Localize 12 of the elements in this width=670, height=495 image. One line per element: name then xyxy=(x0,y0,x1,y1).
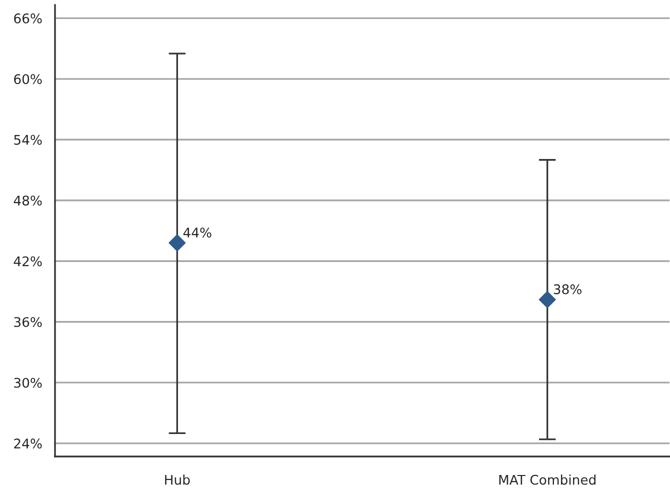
y-tick-label: 66% xyxy=(14,13,42,24)
data-label: 38% xyxy=(554,284,582,294)
y-tick-label: 36% xyxy=(14,317,42,328)
data-label: 44% xyxy=(183,228,212,238)
y-tick-label: 24% xyxy=(14,438,42,449)
y-tick-label: 54% xyxy=(14,134,42,145)
x-tick-label: MAT Combined xyxy=(499,474,596,485)
y-tick-label: 60% xyxy=(14,74,42,84)
y-tick-label: 48% xyxy=(14,196,42,206)
x-tick-label: Hub xyxy=(165,474,190,485)
y-tick-label: 42% xyxy=(14,256,42,266)
y-tick-label: 30% xyxy=(14,378,42,388)
